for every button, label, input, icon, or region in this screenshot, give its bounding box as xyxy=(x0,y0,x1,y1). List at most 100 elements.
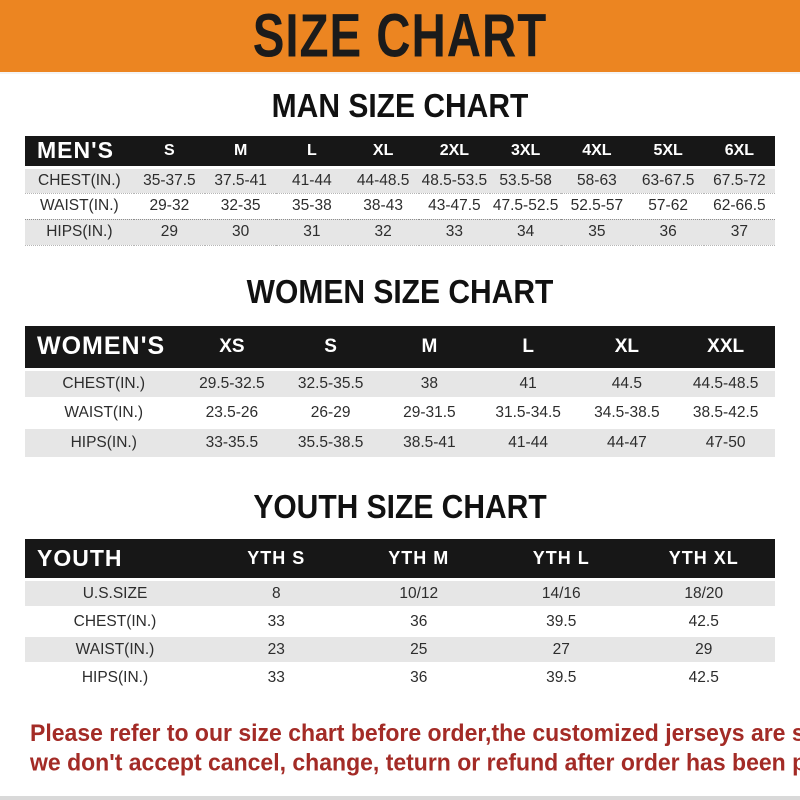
row-label: CHEST(IN.) xyxy=(25,166,134,194)
table-row: WAIST(IN.) 23.5-26 26-29 29-31.5 31.5-34.5 34… xyxy=(25,397,775,428)
table-row: HIPS(IN.) 29 30 31 32 33 34 35 36 37 xyxy=(25,218,775,246)
table-header-row: MEN'S S M L XL 2XL 3XL 4XL 5XL 6XL xyxy=(25,136,775,169)
youth-section-heading: YOUTH SIZE CHART xyxy=(253,488,547,526)
size-cell: 29 xyxy=(133,218,205,246)
row-label: U.S.SIZE xyxy=(25,578,205,608)
size-cell: 38-43 xyxy=(363,197,403,214)
women-section-heading: WOMEN SIZE CHART xyxy=(246,273,554,311)
size-cell: 10/12 xyxy=(347,578,490,608)
size-cell: 32 xyxy=(347,218,419,246)
size-cell: 37.5-41 xyxy=(205,166,277,194)
man-section-heading: MAN SIZE CHART xyxy=(271,87,529,125)
size-cell: 14/16 xyxy=(490,578,633,608)
column-header: S xyxy=(281,325,380,371)
order-policy-line-1: Please refer to our size chart before or… xyxy=(30,718,800,746)
table-corner-label: WOMEN'S xyxy=(25,325,183,371)
size-cell: 33 xyxy=(205,662,348,692)
table-corner-label: YOUTH xyxy=(25,538,205,581)
table-row: HIPS(IN.) 33 36 39.5 42.5 xyxy=(25,662,775,692)
size-cell: 39.5 xyxy=(490,662,633,692)
size-cell: 62-66.5 xyxy=(713,197,766,214)
size-cell: 33 xyxy=(205,606,348,636)
size-cell: 32-35 xyxy=(220,197,261,214)
size-cell: 25 xyxy=(347,634,490,664)
size-cell: 31.5-34.5 xyxy=(478,397,578,428)
column-header: 4XL xyxy=(561,136,633,169)
size-cell: 31 xyxy=(276,218,348,246)
women-size-table: WOMEN'S XS S M L XL XXL CHEST(IN.) 29.5-32.5 32.… xyxy=(25,325,775,457)
size-cell: 35-38 xyxy=(292,197,332,214)
column-header: XL xyxy=(577,325,677,371)
column-header: 2XL xyxy=(418,136,490,169)
size-cell: 32.5-35.5 xyxy=(281,368,380,399)
table-row: WAIST(IN.) 23 25 27 29 xyxy=(25,634,775,664)
row-label: WAIST(IN.) xyxy=(25,397,183,428)
size-cell: 35 xyxy=(561,218,633,246)
table-row: CHEST(IN.) 29.5-32.5 32.5-35.5 38 41 44.5 44.5… xyxy=(25,368,775,399)
size-cell: 29-32 xyxy=(149,197,190,214)
size-cell: 23 xyxy=(205,634,348,664)
row-label: CHEST(IN.) xyxy=(25,368,183,399)
column-header: L xyxy=(478,325,578,371)
bottom-edge-divider xyxy=(0,796,800,800)
size-cell: 29.5-32.5 xyxy=(182,368,282,399)
column-header: M xyxy=(205,136,277,169)
row-label: CHEST(IN.) xyxy=(25,606,205,636)
size-cell: 36 xyxy=(347,662,490,692)
size-cell: 44-48.5 xyxy=(347,166,419,194)
column-header: 5XL xyxy=(632,136,704,169)
column-header: M xyxy=(380,325,479,371)
order-policy-note: Please refer to our size chart before or… xyxy=(30,718,800,777)
table-row: CHEST(IN.) 35-37.5 37.5-41 41-44 44-48.5 48.5… xyxy=(25,166,775,194)
man-size-chart-section: MAN SIZE CHART MEN'S S M L XL 2XL 3XL 4XL 5XL 6XL… xyxy=(0,87,800,246)
man-size-table: MEN'S S M L XL 2XL 3XL 4XL 5XL 6XL CHEST(IN.) 35-3… xyxy=(25,136,775,246)
column-header: S xyxy=(133,136,205,169)
table-header-row: YOUTH YTH S YTH M YTH L YTH XL xyxy=(25,538,775,581)
size-cell: 41 xyxy=(478,368,578,399)
column-header: XXL xyxy=(676,325,775,371)
youth-size-chart-section: YOUTH SIZE CHART YOUTH YTH S YTH M YTH L YTH… xyxy=(0,488,800,692)
size-cell: 36 xyxy=(347,606,490,636)
table-row: WAIST(IN.) 29-32 32-35 35-38 38-43 43-47.5 47.… xyxy=(25,193,775,219)
banner-title: SIZE CHART xyxy=(252,1,548,71)
table-corner-label: MEN'S xyxy=(25,136,134,169)
column-header: YTH XL xyxy=(632,538,775,581)
order-policy-line-2: we don't accept cancel, change, teturn o… xyxy=(30,748,800,776)
size-cell: 34 xyxy=(490,218,562,246)
column-header: XL xyxy=(347,136,419,169)
size-cell: 47-50 xyxy=(676,426,775,457)
youth-size-table: YOUTH YTH S YTH M YTH L YTH XL U.S.SIZE 8 10/1… xyxy=(25,538,775,692)
size-cell: 39.5 xyxy=(490,606,633,636)
size-cell: 37 xyxy=(703,218,775,246)
size-cell: 29-31.5 xyxy=(380,397,479,428)
size-cell: 27 xyxy=(490,634,633,664)
column-header: L xyxy=(276,136,348,169)
row-label: HIPS(IN.) xyxy=(25,218,134,246)
size-cell: 41-44 xyxy=(276,166,348,194)
column-header: 3XL xyxy=(490,136,562,169)
size-cell: 36 xyxy=(632,218,704,246)
size-cell: 42.5 xyxy=(632,662,775,692)
column-header: YTH M xyxy=(347,538,490,581)
size-chart-banner: SIZE CHART xyxy=(0,0,800,74)
size-cell: 58-63 xyxy=(561,166,633,194)
size-cell: 57-62 xyxy=(648,197,688,214)
size-cell: 26-29 xyxy=(281,397,380,428)
column-header: YTH L xyxy=(490,538,633,581)
size-cell: 48.5-53.5 xyxy=(418,166,490,194)
size-cell: 38.5-41 xyxy=(380,426,479,457)
size-cell: 29 xyxy=(632,634,775,664)
size-cell: 47.5-52.5 xyxy=(492,197,559,214)
size-cell: 44-47 xyxy=(577,426,677,457)
size-cell: 44.5 xyxy=(577,368,677,399)
table-row: CHEST(IN.) 33 36 39.5 42.5 xyxy=(25,606,775,636)
table-row: U.S.SIZE 8 10/12 14/16 18/20 xyxy=(25,578,775,608)
size-cell: 67.5-72 xyxy=(703,166,775,194)
size-cell: 52.5-57 xyxy=(570,197,624,214)
size-cell: 53.5-58 xyxy=(490,166,562,194)
table-row: HIPS(IN.) 33-35.5 35.5-38.5 38.5-41 41-44 44-… xyxy=(25,426,775,457)
column-header: XS xyxy=(182,325,282,371)
row-label: WAIST(IN.) xyxy=(40,197,119,214)
size-cell: 42.5 xyxy=(632,606,775,636)
row-label: HIPS(IN.) xyxy=(25,662,205,692)
